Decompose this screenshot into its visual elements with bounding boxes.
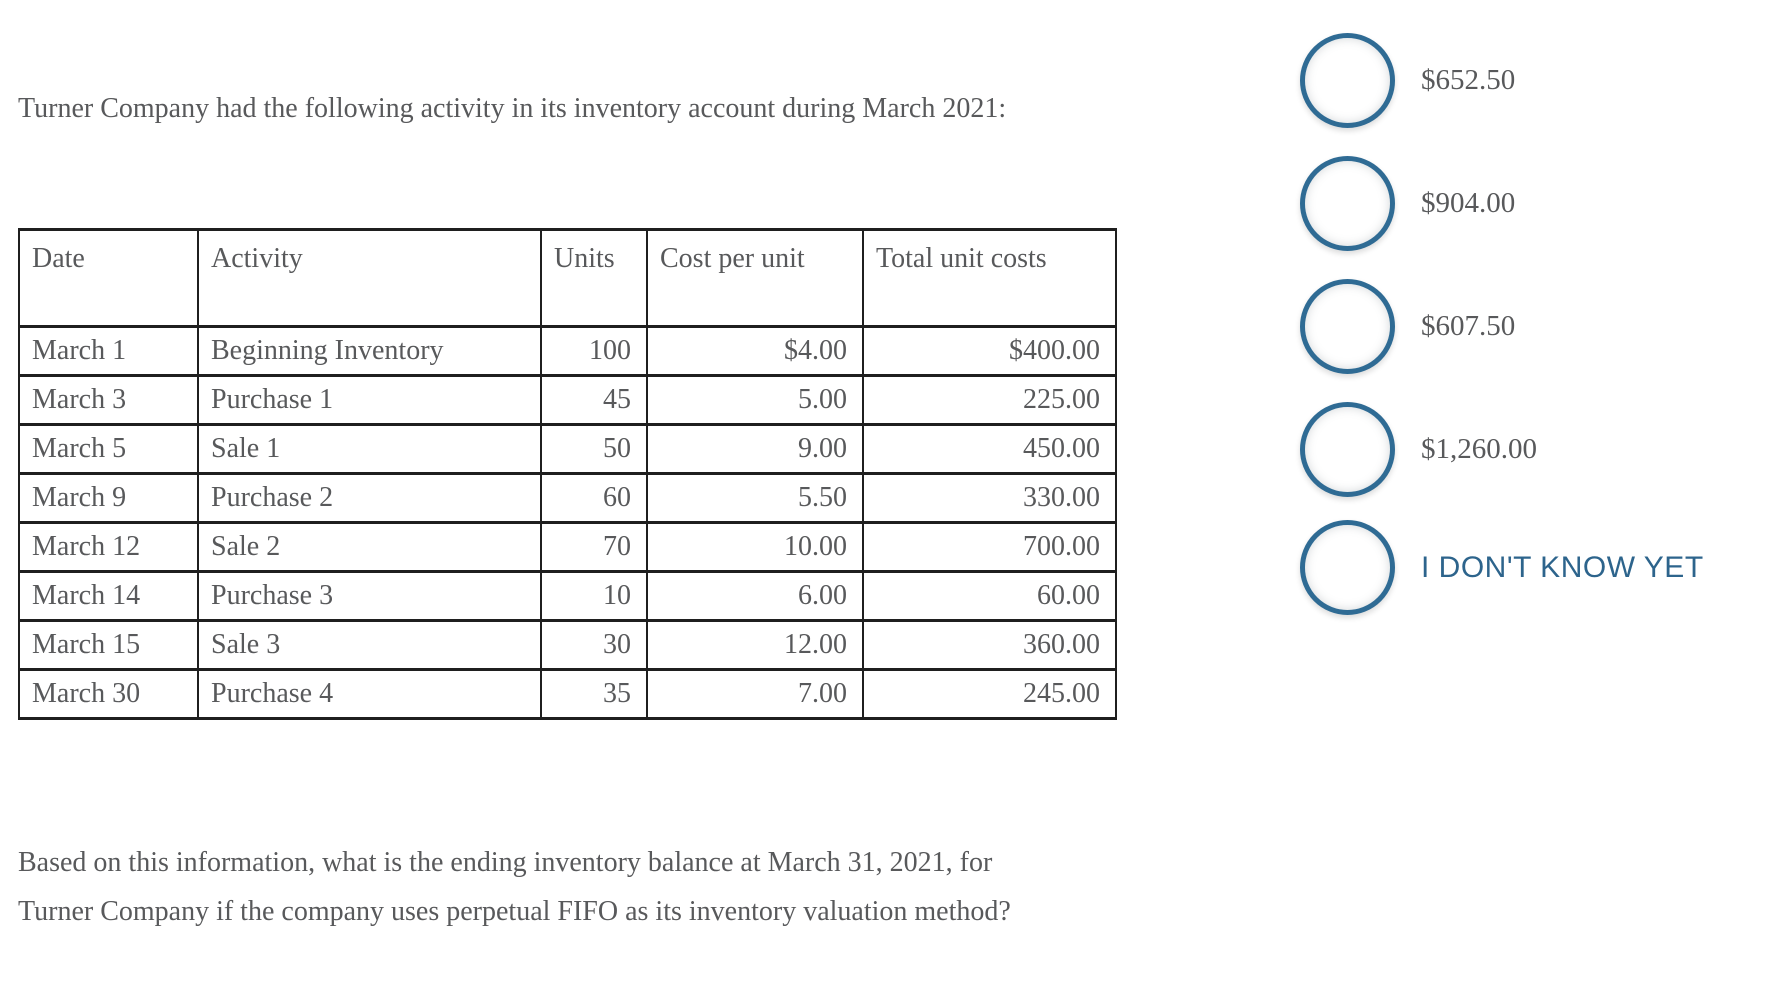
table-row: March 12 Sale 2 70 10.00 700.00 [18,521,1117,573]
table-cell: 45 [540,374,648,426]
answer-amount-label: $904.00 [1421,187,1516,219]
table-cell: March 3 [18,374,199,426]
table-cell: March 1 [18,325,199,377]
table-cell: 10 [540,570,648,622]
table-row: March 30 Purchase 4 35 7.00 245.00 [18,668,1117,720]
answer-option[interactable]: $607.50 [1300,279,1515,374]
column-header: Cost per unit [646,228,864,328]
table-row: March 5 Sale 1 50 9.00 450.00 [18,423,1117,475]
dont-know-label: I DON'T KNOW YET [1421,550,1704,584]
table-cell: 30 [540,619,648,671]
column-header: Activity [197,228,542,328]
answer-option[interactable]: $652.50 [1300,33,1515,128]
table-cell: Purchase 4 [197,668,542,720]
radio-button[interactable] [1300,520,1395,615]
table-row: March 14 Purchase 3 10 6.00 60.00 [18,570,1117,622]
table-cell: March 5 [18,423,199,475]
table-cell: Purchase 3 [197,570,542,622]
table-cell: 5.50 [646,472,864,524]
table-header-row: Date Activity Units Cost per unit Total unit… [18,228,1117,328]
table-row: March 1 Beginning Inventory 100 $4.00 $400.0… [18,325,1117,377]
question-prompt-text: Based on this information, what is the e… [18,847,1011,927]
answer-option[interactable]: $1,260.00 [1300,402,1537,497]
table-cell: $4.00 [646,325,864,377]
answer-option[interactable]: I DON'T KNOW YET [1300,520,1704,615]
answer-option[interactable]: $904.00 [1300,156,1515,251]
table-cell: March 12 [18,521,199,573]
table-body: March 1 Beginning Inventory 100 $4.00 $400.0… [18,325,1117,720]
question-intro-text: Turner Company had the following activit… [18,93,1007,124]
table-cell: March 9 [18,472,199,524]
table-row: March 9 Purchase 2 60 5.50 330.00 [18,472,1117,524]
table-cell: Purchase 1 [197,374,542,426]
radio-button[interactable] [1300,279,1395,374]
table-cell: 60.00 [862,570,1117,622]
column-header: Date [18,228,199,328]
table-cell: 9.00 [646,423,864,475]
table-cell: 5.00 [646,374,864,426]
table-cell: 60 [540,472,648,524]
table-cell: 330.00 [862,472,1117,524]
table-row: March 15 Sale 3 30 12.00 360.00 [18,619,1117,671]
answer-amount-label: $652.50 [1421,64,1516,96]
table-cell: 70 [540,521,648,573]
table-cell: Sale 3 [197,619,542,671]
radio-button[interactable] [1300,33,1395,128]
table-cell: March 14 [18,570,199,622]
table-cell: 35 [540,668,648,720]
answer-options-list: $652.50 $904.00 $607.50 $1,260.00 I DON'T KN… [1300,0,1786,700]
radio-button[interactable] [1300,402,1395,497]
table-cell: 245.00 [862,668,1117,720]
table-cell: 450.00 [862,423,1117,475]
table-cell: 700.00 [862,521,1117,573]
table-cell: Sale 2 [197,521,542,573]
table-cell: 225.00 [862,374,1117,426]
table-cell: March 30 [18,668,199,720]
inventory-activity-table: Date Activity Units Cost per unit Total unit… [18,228,1117,720]
radio-button[interactable] [1300,156,1395,251]
table-cell: 50 [540,423,648,475]
table-cell: March 15 [18,619,199,671]
table-cell: Sale 1 [197,423,542,475]
table-cell: Beginning Inventory [197,325,542,377]
answer-amount-label: $607.50 [1421,310,1516,342]
table-cell: 10.00 [646,521,864,573]
table-cell: 6.00 [646,570,864,622]
table-cell: 12.00 [646,619,864,671]
column-header: Units [540,228,648,328]
answer-amount-label: $1,260.00 [1421,433,1537,465]
table-cell: Purchase 2 [197,472,542,524]
column-header: Total unit costs [862,228,1117,328]
table-cell: $400.00 [862,325,1117,377]
table-cell: 360.00 [862,619,1117,671]
table-cell: 100 [540,325,648,377]
table-cell: 7.00 [646,668,864,720]
table-header: Date Activity Units Cost per unit Total unit… [18,228,1117,328]
table-row: March 3 Purchase 1 45 5.00 225.00 [18,374,1117,426]
